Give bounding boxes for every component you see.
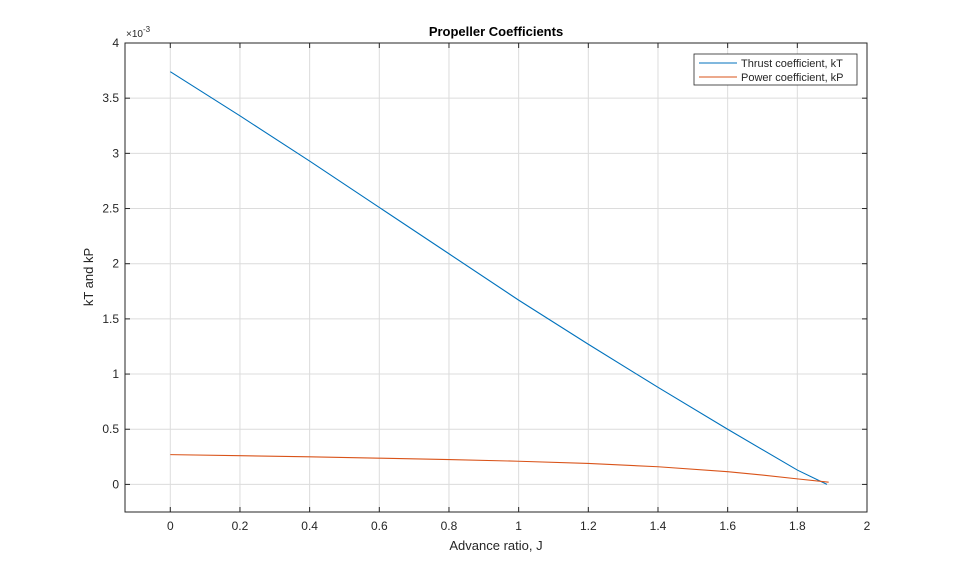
y-exponent-label: ×10-3	[126, 25, 151, 40]
y-exponent-power: -3	[143, 25, 151, 34]
chart-title: Propeller Coefficients	[429, 24, 563, 39]
x-tick-label: 1	[515, 519, 522, 533]
x-tick-label: 0.2	[232, 519, 249, 533]
y-tick-label: 3	[112, 146, 119, 160]
legend-box	[693, 53, 858, 86]
x-tick-label: 2	[864, 519, 871, 533]
series-layer	[169, 71, 829, 485]
y-tick-label: 3.5	[102, 91, 119, 105]
x-axis-label: Advance ratio, J	[449, 538, 542, 553]
y-ticks: 0 0.5 1 1.5 2 2.5 3 3.5 4	[102, 36, 867, 491]
legend: Thrust coefficient, kT Power coefficient…	[693, 53, 858, 86]
y-exponent-base: ×10	[126, 29, 143, 40]
legend-label-power: Power coefficient, kP	[741, 72, 844, 84]
series-line-power	[170, 454, 829, 483]
y-tick-label: 2.5	[102, 202, 119, 216]
x-tick-label: 1.4	[650, 519, 667, 533]
legend-label-thrust: Thrust coefficient, kT	[741, 58, 843, 70]
x-tick-label: 1.2	[580, 519, 597, 533]
y-tick-label: 1.5	[102, 312, 119, 326]
x-tick-label: 1.8	[789, 519, 806, 533]
y-tick-label: 1	[112, 367, 119, 381]
y-tick-label: 4	[112, 36, 119, 50]
y-tick-label: 0	[112, 477, 119, 491]
x-tick-label: 0	[167, 519, 174, 533]
x-tick-label: 0.6	[371, 519, 388, 533]
series-line-thrust	[169, 71, 828, 485]
axes-box	[124, 42, 868, 513]
x-tick-label: 1.6	[719, 519, 736, 533]
y-tick-label: 2	[112, 257, 119, 271]
x-ticks: 0 0.2 0.4 0.6 0.8 1 1.2 1.4 1.6 1.8 2	[167, 43, 871, 533]
y-tick-label: 0.5	[102, 422, 119, 436]
y-axis-label: kT and kP	[81, 248, 96, 306]
x-tick-label: 0.4	[301, 519, 318, 533]
x-tick-label: 0.8	[441, 519, 458, 533]
